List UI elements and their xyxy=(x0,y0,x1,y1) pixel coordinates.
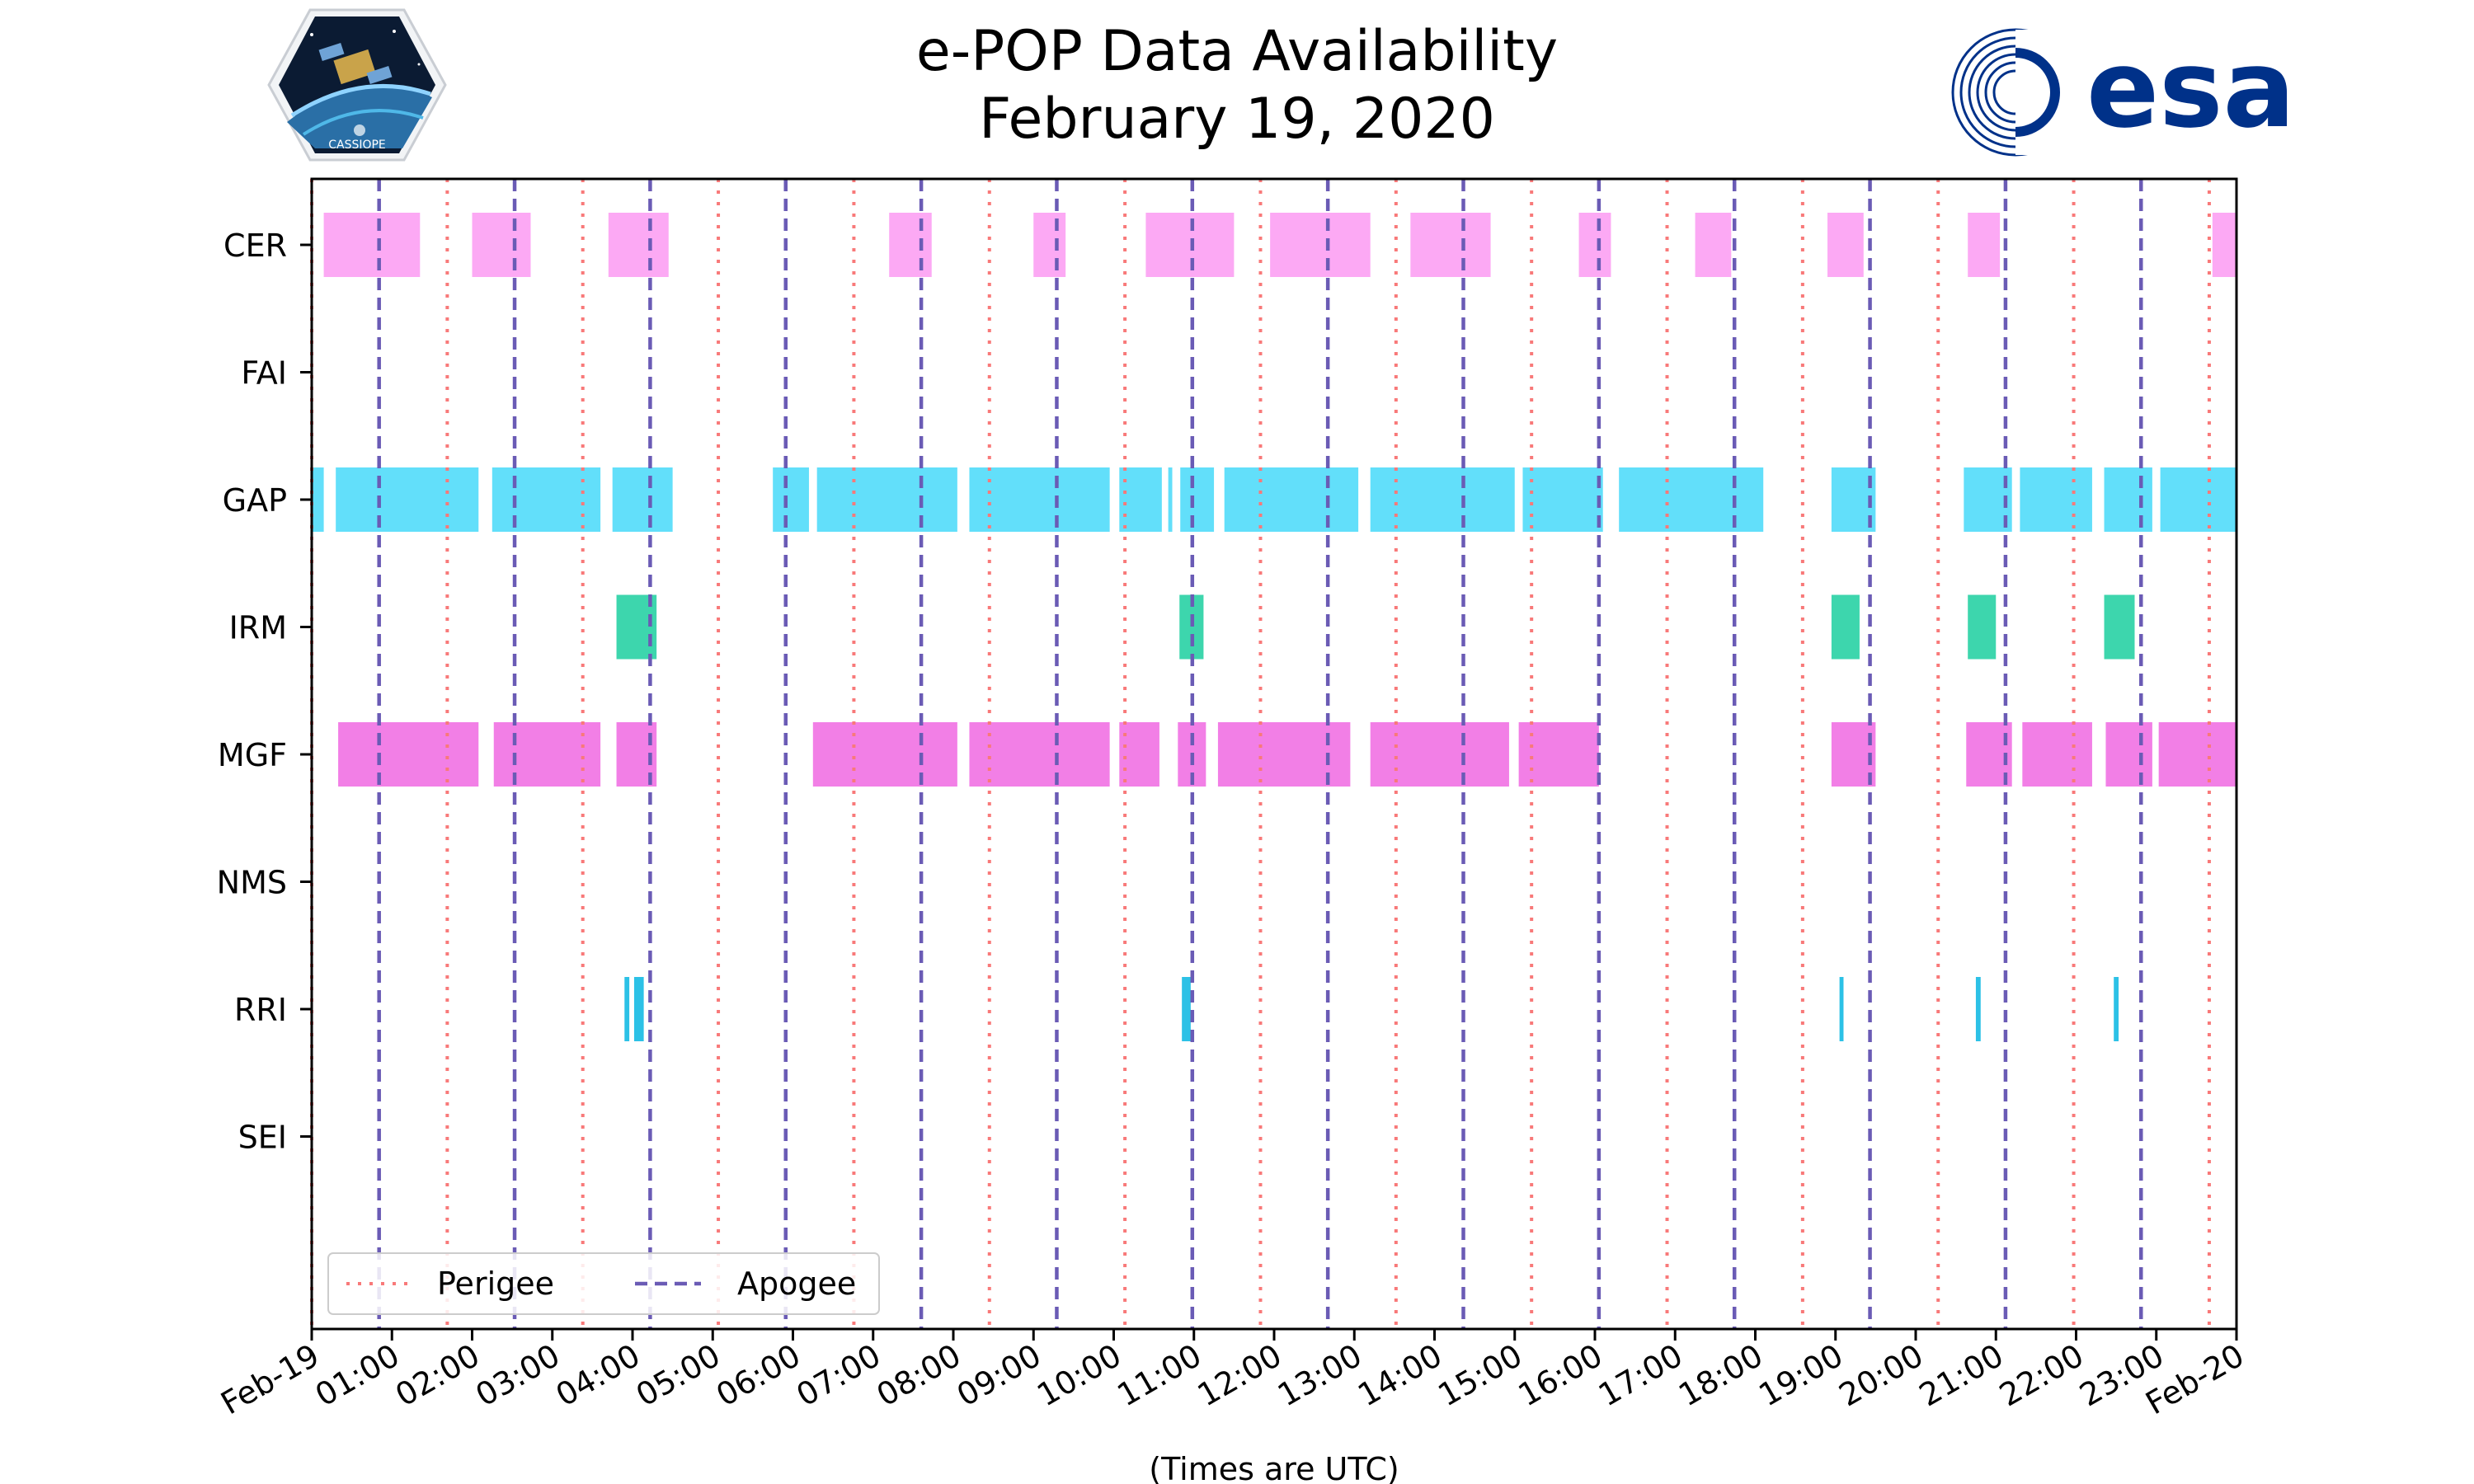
bar-cer xyxy=(1968,213,2001,277)
bar-gap xyxy=(2020,467,2092,532)
bar-rri xyxy=(1839,977,1844,1041)
bar-gap xyxy=(1180,467,1215,532)
esa-logo-text: esa xyxy=(2086,26,2295,152)
cassiope-logo: CASSIOPE xyxy=(262,7,452,167)
bar-cer xyxy=(1695,213,1732,277)
bar-gap xyxy=(773,467,809,532)
bar-gap xyxy=(1224,467,1359,532)
bar-cer xyxy=(472,213,531,277)
bar-gap xyxy=(969,467,1110,532)
cassiope-mission-logo-icon: CASSIOPE xyxy=(267,8,447,162)
x-tick-label: 10:00 xyxy=(1031,1337,1127,1414)
y-tick-label-gap: GAP xyxy=(223,482,287,519)
bar-mgf xyxy=(2158,722,2236,787)
x-tick-label: 01:00 xyxy=(309,1337,406,1414)
bar-irm xyxy=(2104,594,2135,660)
bar-gap xyxy=(1370,467,1515,532)
x-tick-label: Feb-19 xyxy=(214,1337,325,1422)
bar-cer xyxy=(323,213,421,277)
y-tick-label-mgf: MGF xyxy=(218,737,287,773)
bar-cer xyxy=(889,213,932,277)
bar-gap xyxy=(612,467,673,532)
bar-gap xyxy=(312,467,324,532)
legend-perigee-label: Perigee xyxy=(437,1266,554,1302)
x-tick-label: 16:00 xyxy=(1512,1337,1609,1414)
x-tick-label: 02:00 xyxy=(389,1337,486,1414)
orbit-lines-layer xyxy=(310,179,2211,1329)
bar-gap xyxy=(816,467,957,532)
bar-gap xyxy=(336,467,479,532)
legend-apogee-label: Apogee xyxy=(737,1266,856,1302)
bar-cer xyxy=(608,213,669,277)
x-tick-label: 06:00 xyxy=(710,1337,807,1414)
bar-mgf xyxy=(493,722,601,787)
bar-mgf xyxy=(1119,722,1159,787)
bar-gap xyxy=(2104,467,2152,532)
chart-title-line2: February 19, 2020 xyxy=(979,87,1495,152)
bar-rri xyxy=(1182,977,1191,1041)
chart-title-line1: e-POP Data Availability xyxy=(915,19,1559,84)
bar-rri xyxy=(624,977,630,1041)
x-tick-label: 15:00 xyxy=(1432,1337,1528,1414)
y-tick-label-fai: FAI xyxy=(241,355,287,392)
bar-rri xyxy=(1975,977,1981,1041)
x-tick-label: 21:00 xyxy=(1913,1337,2010,1414)
bar-mgf xyxy=(1370,722,1509,787)
x-tick-label: 11:00 xyxy=(1111,1337,1207,1414)
x-tick-label: 03:00 xyxy=(469,1337,566,1414)
x-tick-label: 04:00 xyxy=(550,1337,647,1414)
bar-rri xyxy=(2114,977,2119,1041)
x-tick-label: 09:00 xyxy=(951,1337,1047,1414)
bar-cer xyxy=(1410,213,1491,277)
y-tick-label-rri: RRI xyxy=(234,992,287,1028)
bar-mgf xyxy=(1217,722,1351,787)
bar-mgf xyxy=(2105,722,2152,787)
x-tick-label: 22:00 xyxy=(1993,1337,2090,1414)
x-tick-label: 20:00 xyxy=(1833,1337,1930,1414)
x-tick-label: 08:00 xyxy=(871,1337,967,1414)
bar-gap xyxy=(492,467,601,532)
bar-gap xyxy=(1619,467,1764,532)
bar-cer xyxy=(1578,213,1611,277)
bar-mgf xyxy=(338,722,479,787)
bar-cer xyxy=(1145,213,1235,277)
x-tick-label: 19:00 xyxy=(1752,1337,1849,1414)
bar-gap xyxy=(1522,467,1603,532)
bar-cer xyxy=(1270,213,1371,277)
segments-layer xyxy=(312,213,2236,1041)
bar-mgf xyxy=(969,722,1110,787)
cassiope-logo-text: CASSIOPE xyxy=(328,139,386,152)
bar-irm xyxy=(1831,594,1860,660)
bar-gap xyxy=(1119,467,1162,532)
bar-mgf xyxy=(1518,722,1599,787)
y-tick-label-irm: IRM xyxy=(229,610,287,646)
esa-logo: esa xyxy=(1946,23,2326,167)
x-tick-label: 17:00 xyxy=(1592,1337,1689,1414)
bar-cer xyxy=(2212,213,2236,277)
bar-rri xyxy=(633,977,644,1041)
x-tick-label: 18:00 xyxy=(1672,1337,1769,1414)
x-tick-label: 14:00 xyxy=(1352,1337,1448,1414)
bar-mgf xyxy=(812,722,957,787)
x-axis-label: (Times are UTC) xyxy=(1149,1451,1399,1484)
chart-title: e-POP Data Availability February 19, 202… xyxy=(0,18,2474,153)
bar-mgf xyxy=(2022,722,2092,787)
legend: Perigee Apogee xyxy=(327,1252,880,1315)
y-tick-label-cer: CER xyxy=(223,228,287,264)
bar-gap xyxy=(2160,467,2236,532)
x-tick-label: 05:00 xyxy=(630,1337,727,1414)
y-tick-label-sei: SEI xyxy=(238,1120,287,1156)
x-tick-label: 12:00 xyxy=(1192,1337,1288,1414)
legend-box xyxy=(327,1252,880,1315)
bar-gap xyxy=(1168,467,1173,532)
x-tick-label: 07:00 xyxy=(790,1337,887,1414)
y-tick-label-nms: NMS xyxy=(217,865,287,901)
esa-logo-icon: esa xyxy=(1951,26,2295,157)
x-tick-label: 13:00 xyxy=(1272,1337,1368,1414)
bar-cer xyxy=(1033,213,1066,277)
bar-cer xyxy=(1827,213,1864,277)
bar-irm xyxy=(1968,594,1997,660)
